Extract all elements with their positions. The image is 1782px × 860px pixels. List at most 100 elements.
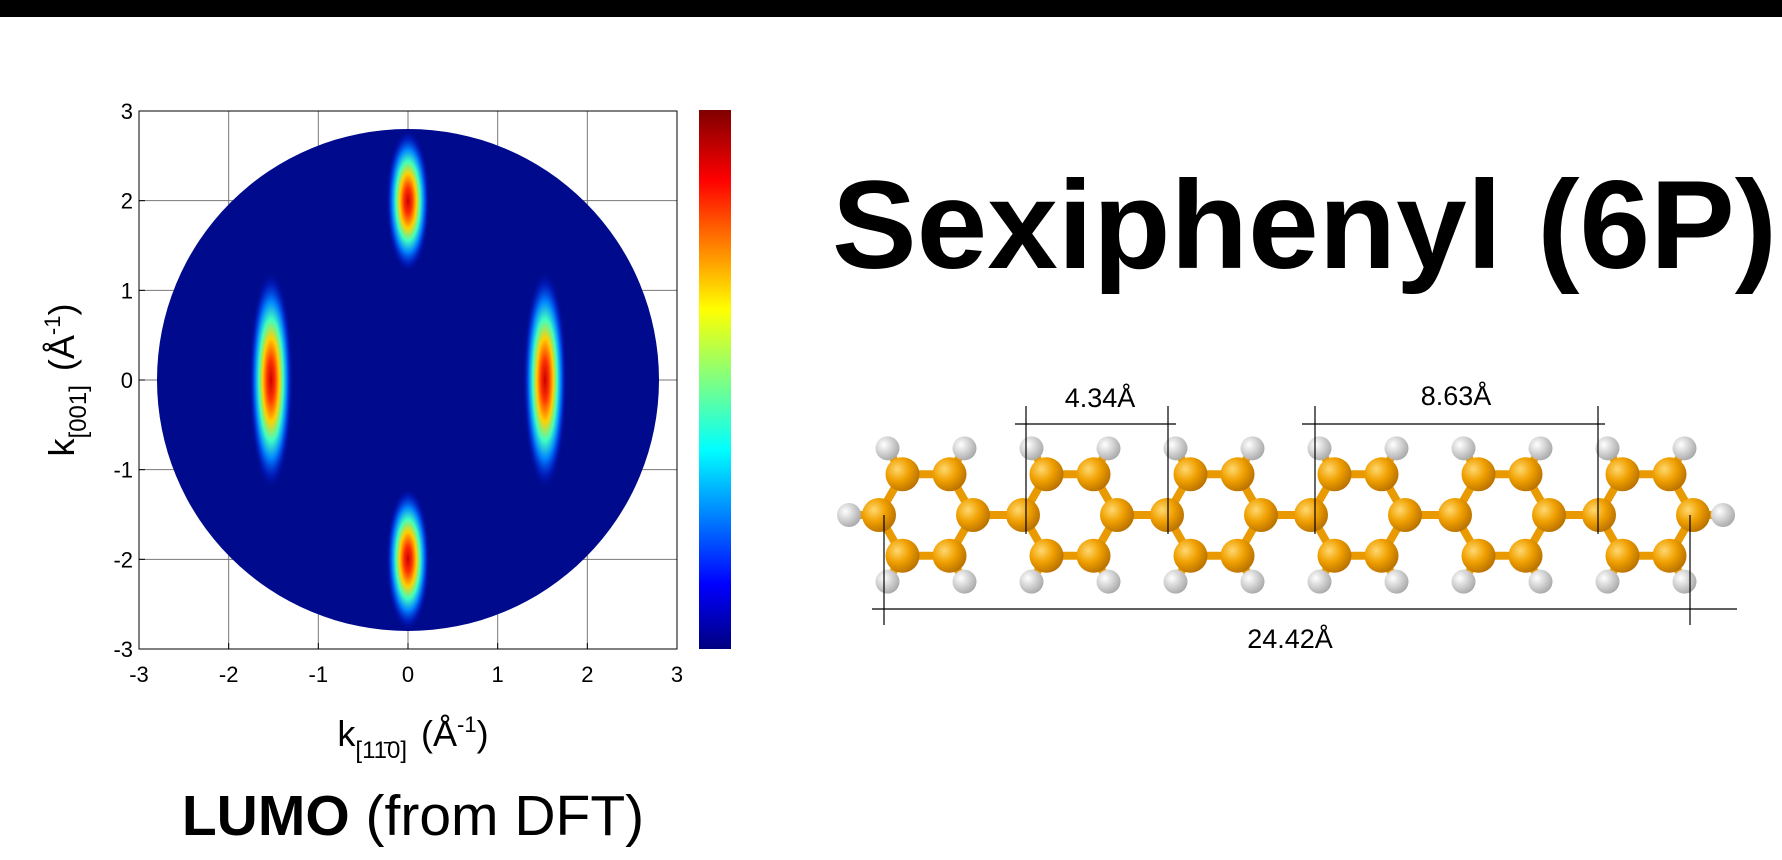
carbon-atom [1462,539,1496,573]
hydrogen-atom [1385,436,1409,460]
hydrogen-atom [1452,570,1476,594]
carbon-atom [1077,539,1111,573]
hydrogen-atom [1711,503,1735,527]
y-tick-label: -3 [113,637,133,662]
distance-label: 24.42Å [1247,623,1333,654]
hydrogen-atom [1452,436,1476,460]
carbon-atom [1318,457,1352,491]
carbon-atom [1365,457,1399,491]
x-tick-label: -2 [219,662,239,687]
label-part: (Å [421,713,457,754]
label-part: (Å [41,335,82,371]
carbon-atom [1582,498,1616,532]
x-tick-label: -1 [309,662,329,687]
distance-label: 4.34Å [1065,382,1136,413]
y-tick-label: 3 [121,99,133,124]
carbon-atom [1174,457,1208,491]
carbon-atom [1462,457,1496,491]
carbon-atom [956,498,990,532]
label-part: k [337,713,356,754]
label-part: -1 [457,712,477,737]
label-part: ) [41,304,82,316]
carbon-atom [1100,498,1134,532]
distance-label: 8.63Å [1421,380,1492,411]
caption-rest: (from DFT) [366,784,645,848]
y-tick-label: 1 [121,278,133,303]
hydrogen-atom [876,570,900,594]
carbon-atom [1653,539,1687,573]
carbon-atom [933,457,967,491]
carbon-atom [1676,498,1710,532]
carbon-atom [1365,539,1399,573]
hydrogen-atom [953,436,977,460]
x-tick-label: 0 [402,662,414,687]
hydrogen-atom [1673,436,1697,460]
carbon-atom [1221,539,1255,573]
x-tick-label: 2 [581,662,593,687]
hydrogen-atom [1020,570,1044,594]
carbon-atom [1438,498,1472,532]
carbon-atom [933,539,967,573]
lobe [386,487,430,631]
carbon-atom [1030,539,1064,573]
carbon-atom [862,498,896,532]
label-part: ) [477,713,489,754]
hydrogen-atom [1241,436,1265,460]
hydrogen-atom [1596,570,1620,594]
caption: LUMO (from DFT) [182,784,644,848]
hydrogen-atom [1529,436,1553,460]
carbon-atom [1532,498,1566,532]
hydrogen-atom [837,503,861,527]
carbon-atom [1606,539,1640,573]
lobe [386,129,430,273]
carbon-atom [1606,457,1640,491]
carbon-atom [1653,457,1687,491]
carbon-atom [1318,539,1352,573]
carbon-atom [1030,457,1064,491]
carbon-atom [1294,498,1328,532]
carbon-atom [1509,457,1543,491]
hydrogen-atom [1385,570,1409,594]
y-tick-label: -2 [113,547,133,572]
slide: k[11̄0](Å-1) k[001](Å-1) LUMO (from DFT)… [0,0,1782,855]
carbon-atom [1221,457,1255,491]
label-part: -1 [40,316,65,336]
x-tick-label: -3 [129,662,149,687]
title: Sexiphenyl (6P) [832,156,1777,295]
carbon-atom [1388,498,1422,532]
hydrogen-atom [1097,570,1121,594]
hydrogen-atom [953,570,977,594]
carbon-atom [1006,498,1040,532]
y-tick-label: 0 [121,368,133,393]
lobe [249,270,293,490]
label-part: [11̄0] [355,737,407,764]
x-tick-label: 3 [671,662,683,687]
colorbar [699,110,731,649]
molecule [837,436,1735,593]
hydrogen-atom [876,436,900,460]
label-part: k [41,437,82,456]
x-tick-label: 1 [492,662,504,687]
carbon-atom [1174,539,1208,573]
carbon-atom [1150,498,1184,532]
hydrogen-atom [1097,436,1121,460]
caption-bold: LUMO [182,784,350,848]
x-axis-label: k[11̄0] (Å-1) [337,712,488,764]
carbon-atom [1244,498,1278,532]
carbon-atom [1077,457,1111,491]
y-tick-label: 2 [121,189,133,214]
carbon-atom [1509,539,1543,573]
hydrogen-atom [1529,570,1553,594]
carbon-atom [886,539,920,573]
hydrogen-atom [1673,570,1697,594]
y-tick-label: -1 [113,458,133,483]
hydrogen-atom [1308,570,1332,594]
hydrogen-atom [1596,436,1620,460]
hydrogen-atom [1241,570,1265,594]
label-part: [001] [65,385,92,438]
page: {"title": "Sexiphenyl (6P)", "plot": {"x… [0,0,1782,860]
hydrogen-atom [1020,436,1044,460]
top-bar [0,0,1782,17]
hydrogen-atom [1164,570,1188,594]
carbon-atom [886,457,920,491]
